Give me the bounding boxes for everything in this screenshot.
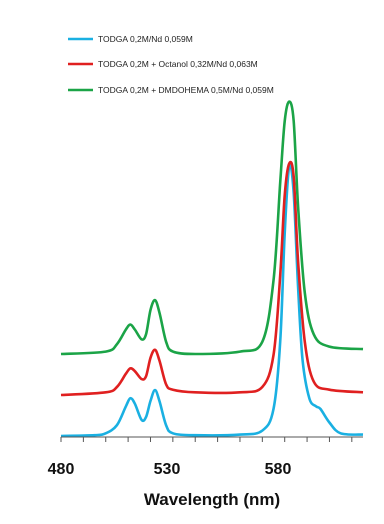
series-line-0 xyxy=(60,163,364,438)
series-layer xyxy=(60,100,364,438)
series-line-2 xyxy=(60,100,364,356)
x-tick-label-2: 580 xyxy=(265,461,292,478)
x-axis-title: Wavelength (nm) xyxy=(144,490,280,509)
x-tick-marks xyxy=(60,437,353,442)
legend-entry-1: TODGA 0,2M + Octanol 0,32M/Nd 0,063M xyxy=(68,59,258,69)
legend-entry-2: TODGA 0,2M + DMDOHEMA 0,5M/Nd 0,059M xyxy=(68,85,274,95)
legend-entry-0: TODGA 0,2M/Nd 0,059M xyxy=(68,34,193,44)
legend: TODGA 0,2M/Nd 0,059M TODGA 0,2M + Octano… xyxy=(68,34,274,95)
legend-label-0: TODGA 0,2M/Nd 0,059M xyxy=(98,34,193,44)
series-line-1 xyxy=(60,160,364,397)
legend-label-1: TODGA 0,2M + Octanol 0,32M/Nd 0,063M xyxy=(98,59,258,69)
x-tick-label-1: 530 xyxy=(154,461,181,478)
legend-label-2: TODGA 0,2M + DMDOHEMA 0,5M/Nd 0,059M xyxy=(98,85,274,95)
x-tick-label-0: 480 xyxy=(48,461,75,478)
x-axis: 480 530 580 Wavelength (nm) xyxy=(48,436,363,509)
